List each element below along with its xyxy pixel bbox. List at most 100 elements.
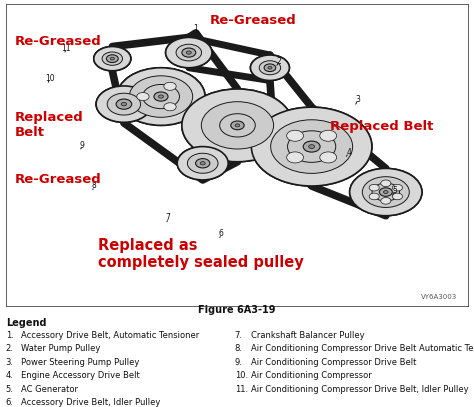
Text: 8: 8	[91, 182, 96, 190]
Circle shape	[372, 183, 400, 201]
Text: 7: 7	[165, 213, 170, 222]
Circle shape	[287, 130, 303, 141]
Circle shape	[271, 120, 353, 173]
Circle shape	[369, 184, 379, 191]
Text: Replaced as
completely sealed pulley: Replaced as completely sealed pulley	[99, 238, 304, 270]
Circle shape	[137, 92, 149, 101]
Circle shape	[369, 184, 379, 191]
Circle shape	[392, 184, 402, 191]
Circle shape	[379, 188, 392, 196]
Text: 6.: 6.	[6, 398, 14, 407]
Circle shape	[116, 99, 132, 109]
Circle shape	[287, 152, 303, 163]
Circle shape	[235, 124, 240, 127]
Circle shape	[287, 152, 303, 163]
Circle shape	[200, 162, 205, 165]
Circle shape	[94, 46, 131, 71]
Text: 6: 6	[219, 230, 224, 239]
Circle shape	[200, 162, 205, 165]
Circle shape	[187, 153, 218, 173]
Circle shape	[129, 76, 193, 117]
FancyBboxPatch shape	[6, 4, 469, 307]
Text: Re-Greased: Re-Greased	[15, 35, 102, 48]
Text: 9: 9	[80, 140, 85, 149]
Text: Air Conditioning Compressor Drive Belt, Idler Pulley: Air Conditioning Compressor Drive Belt, …	[251, 385, 469, 394]
Circle shape	[182, 48, 196, 57]
Circle shape	[164, 103, 176, 111]
Circle shape	[117, 68, 205, 125]
Circle shape	[264, 64, 276, 72]
Text: Re-Greased: Re-Greased	[210, 14, 296, 27]
Circle shape	[372, 183, 400, 201]
Circle shape	[320, 152, 337, 163]
Text: Air Conditioning Compressor: Air Conditioning Compressor	[251, 371, 372, 380]
Circle shape	[177, 147, 228, 180]
Circle shape	[110, 57, 114, 60]
Text: Replaced Belt: Replaced Belt	[330, 120, 434, 133]
Text: Accessory Drive Belt, Idler Pulley: Accessory Drive Belt, Idler Pulley	[21, 398, 161, 407]
Circle shape	[219, 114, 255, 137]
Circle shape	[383, 190, 388, 194]
Text: Air Conditioning Compressor Drive Belt: Air Conditioning Compressor Drive Belt	[251, 358, 417, 367]
Text: Power Steering Pump Pulley: Power Steering Pump Pulley	[21, 358, 140, 367]
Circle shape	[235, 124, 240, 127]
Text: 9.: 9.	[235, 358, 243, 367]
Circle shape	[106, 55, 118, 63]
Circle shape	[231, 121, 244, 130]
Text: Replaced
Belt: Replaced Belt	[15, 112, 84, 139]
Text: Figure 6A3-19: Figure 6A3-19	[198, 305, 276, 315]
Circle shape	[250, 55, 290, 81]
Text: Re-Greased: Re-Greased	[15, 173, 102, 186]
Text: 3.: 3.	[6, 358, 14, 367]
Circle shape	[182, 48, 196, 57]
Text: 11: 11	[61, 44, 71, 53]
Text: Air Conditioning Compressor Drive Belt Automatic Tensioner: Air Conditioning Compressor Drive Belt A…	[251, 344, 474, 353]
Text: Water Pump Pulley: Water Pump Pulley	[21, 344, 100, 353]
Circle shape	[182, 89, 293, 162]
Text: 7.: 7.	[235, 331, 243, 340]
Circle shape	[320, 130, 337, 141]
Text: 3: 3	[356, 95, 360, 104]
Text: 5.: 5.	[6, 385, 14, 394]
Circle shape	[177, 147, 228, 180]
Circle shape	[121, 102, 127, 106]
Circle shape	[176, 44, 201, 61]
Circle shape	[106, 55, 118, 63]
Circle shape	[287, 130, 303, 141]
Circle shape	[320, 152, 337, 163]
Circle shape	[187, 153, 218, 173]
Text: Accessory Drive Belt, Automatic Tensioner: Accessory Drive Belt, Automatic Tensione…	[21, 331, 200, 340]
Circle shape	[165, 37, 212, 68]
Text: 8.: 8.	[235, 344, 243, 353]
Circle shape	[164, 82, 176, 90]
Text: 5: 5	[392, 186, 398, 195]
Text: VY6A3003: VY6A3003	[421, 294, 458, 300]
Circle shape	[94, 46, 131, 71]
Circle shape	[251, 107, 372, 186]
Circle shape	[392, 193, 402, 200]
Circle shape	[158, 95, 164, 98]
Circle shape	[231, 121, 244, 130]
Text: Engine Accessory Drive Belt: Engine Accessory Drive Belt	[21, 371, 140, 380]
Circle shape	[165, 37, 212, 68]
Text: 2: 2	[277, 57, 282, 66]
Circle shape	[362, 177, 410, 208]
Circle shape	[392, 184, 402, 191]
Circle shape	[303, 141, 320, 152]
Circle shape	[381, 180, 391, 186]
Text: 4: 4	[346, 148, 351, 157]
Text: 2.: 2.	[6, 344, 14, 353]
Circle shape	[219, 114, 255, 137]
Circle shape	[117, 68, 205, 125]
Circle shape	[186, 51, 191, 54]
Circle shape	[268, 66, 272, 69]
Circle shape	[288, 131, 336, 162]
Circle shape	[196, 159, 210, 168]
Circle shape	[259, 61, 281, 75]
Circle shape	[264, 64, 276, 72]
Circle shape	[271, 120, 353, 173]
Circle shape	[137, 92, 149, 101]
Text: AC Generator: AC Generator	[21, 385, 78, 394]
Circle shape	[392, 193, 402, 200]
Text: 1.: 1.	[6, 331, 14, 340]
